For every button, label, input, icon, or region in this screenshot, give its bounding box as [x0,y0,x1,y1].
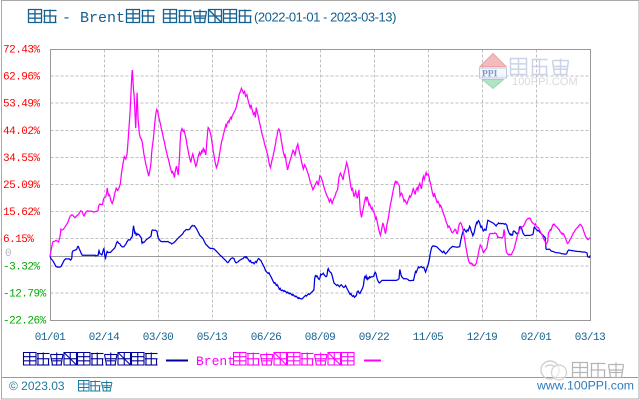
svg-text:25.09%: 25.09% [3,180,41,192]
svg-text:62.96%: 62.96% [3,72,41,84]
svg-text:-22.26%: -22.26% [3,316,47,328]
svg-text:01/01: 01/01 [35,332,66,344]
svg-text:-3.32%: -3.32% [3,261,41,273]
svg-text:-12.79%: -12.79% [3,288,47,300]
svg-text:06/26: 06/26 [251,332,282,344]
svg-text:44.02%: 44.02% [3,126,41,138]
svg-text:03/30: 03/30 [143,332,174,344]
svg-text:100PPI.COM: 100PPI.COM [512,76,578,88]
svg-text:www.100PPI.com: www.100PPI.com [536,379,634,393]
svg-text:PPI: PPI [482,70,498,80]
svg-text:(2022-01-01 - 2023-03-13): (2022-01-01 - 2023-03-13) [254,10,396,25]
svg-text:© 2023.03: © 2023.03 [9,379,65,393]
svg-text:72.43%: 72.43% [3,45,41,57]
svg-text:02/14: 02/14 [89,332,120,344]
svg-text:05/13: 05/13 [197,332,228,344]
svg-text:08/09: 08/09 [305,332,336,344]
svg-text:53.49%: 53.49% [3,99,41,111]
svg-text:02/01: 02/01 [521,332,552,344]
svg-text:12/19: 12/19 [467,332,498,344]
svg-text:0: 0 [5,248,12,260]
svg-text:09/22: 09/22 [359,332,390,344]
svg-text:34.55%: 34.55% [3,153,41,165]
svg-text:Brent: Brent [196,354,235,369]
svg-text:6.15%: 6.15% [3,234,34,246]
svg-text:11/05: 11/05 [413,332,444,344]
svg-text:03/13: 03/13 [575,332,606,344]
svg-text:15.62%: 15.62% [3,207,41,219]
svg-text:- Brent: - Brent [62,10,125,27]
